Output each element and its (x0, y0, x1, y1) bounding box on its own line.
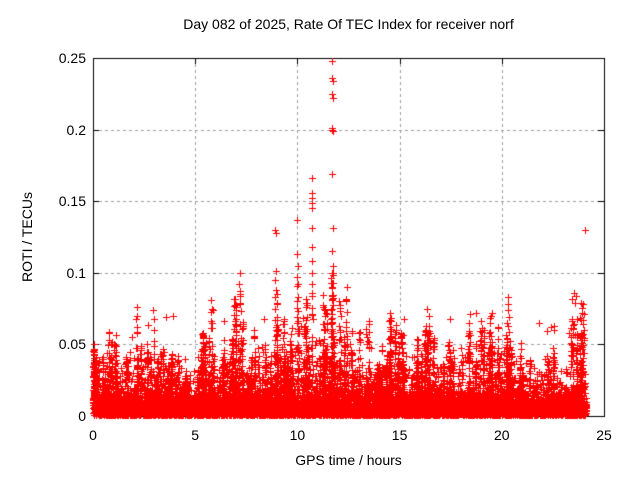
y-tick-label: 0 (78, 408, 86, 424)
y-tick-label: 0.1 (66, 264, 86, 281)
y-tick-label: 0.15 (58, 193, 86, 210)
x-axis-label: GPS time / hours (295, 452, 402, 468)
y-tick-label: 0.05 (58, 336, 86, 353)
x-tick-label: 15 (391, 427, 408, 443)
y-tick-label: 0.2 (66, 121, 86, 138)
x-tick-label: 25 (596, 427, 612, 443)
x-tick-label: 0 (89, 427, 97, 443)
x-tick-label: 5 (191, 427, 200, 443)
x-tick-label: 10 (289, 427, 306, 443)
x-tick-label: 20 (494, 427, 510, 443)
chart-title: Day 082 of 2025, Rate Of TEC Index for r… (183, 16, 514, 32)
y-tick-label: 0.25 (58, 50, 86, 66)
